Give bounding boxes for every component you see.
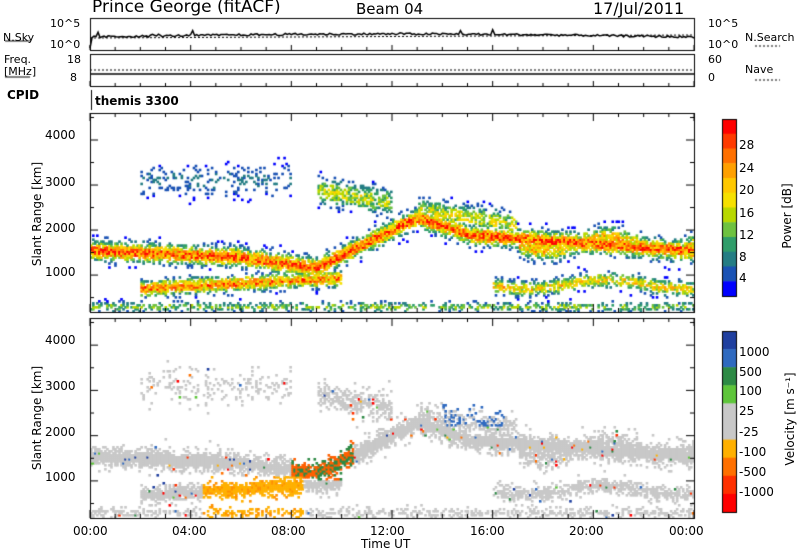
nave-tick-top: 60 xyxy=(708,53,722,66)
xtick-2400: 00:00 xyxy=(669,524,704,538)
power-ylabel: Slant Range [km] xyxy=(30,161,44,267)
power-cbar-tick-4: 4 xyxy=(739,271,747,285)
date-label: 17/Jul/2011 xyxy=(593,0,685,18)
nave-label: Nave xyxy=(745,63,774,76)
vel-cbar-tick-25: 25 xyxy=(739,404,755,418)
velocity-ytick-1000: 1000 xyxy=(45,470,76,484)
nsky-tick-top: 10^5 xyxy=(50,17,81,30)
xtick-1200: 12:00 xyxy=(370,524,405,538)
power-cbar-tick-12: 12 xyxy=(739,228,755,242)
nsearch-tick-bottom: 10^0 xyxy=(708,38,739,51)
xtick-0400: 04:00 xyxy=(172,524,207,538)
beam-label: Beam 04 xyxy=(356,0,424,18)
xtick-0000: 00:00 xyxy=(73,524,108,538)
power-cbar-tick-8: 8 xyxy=(739,250,747,264)
velocity-ytick-3000: 3000 xyxy=(45,379,76,393)
freq-unit-label: [MHz] xyxy=(4,65,37,78)
velocity-ytick-2000: 2000 xyxy=(45,425,76,439)
vel-cbar-tick-neg1000: -1000 xyxy=(739,485,774,499)
power-cbar-tick-16: 16 xyxy=(739,206,755,220)
xtick-0800: 08:00 xyxy=(271,524,306,538)
vel-cbar-tick-1000: 1000 xyxy=(739,345,770,359)
power-ytick-4000: 4000 xyxy=(45,128,76,142)
nsearch-label: N.Search xyxy=(745,31,795,44)
freq-label: Freq. xyxy=(4,53,32,66)
power-ytick-1000: 1000 xyxy=(45,265,76,279)
vel-cbar-tick-neg500: -500 xyxy=(739,465,767,479)
vel-cbar-tick-100: 100 xyxy=(739,384,762,398)
xtick-2000: 20:00 xyxy=(569,524,604,538)
power-ytick-3000: 3000 xyxy=(45,175,76,189)
vel-cbar-tick-neg25: -25 xyxy=(739,425,759,439)
cpid-value: themis 3300 xyxy=(95,94,179,108)
nsky-label: N.Sky xyxy=(3,31,35,44)
power-cbar-tick-24: 24 xyxy=(739,161,755,175)
freq-tick-bottom: 8 xyxy=(70,71,77,84)
cpid-label: CPID xyxy=(7,88,40,102)
vel-cbar-tick-500: 500 xyxy=(739,365,762,379)
nsky-tick-bottom: 10^0 xyxy=(50,38,81,51)
power-cbar-tick-20: 20 xyxy=(739,183,755,197)
power-cbar-label: Power [dB] xyxy=(780,183,794,249)
station-title: Prince George (fitACF) xyxy=(92,0,281,17)
freq-tick-top: 18 xyxy=(67,53,81,66)
velocity-ytick-4000: 4000 xyxy=(45,333,76,347)
power-ytick-2000: 2000 xyxy=(45,221,76,235)
velocity-cbar-label: Velocity [m s⁻¹] xyxy=(783,372,797,466)
xaxis-label: Time UT xyxy=(361,537,411,551)
nsearch-tick-top: 10^5 xyxy=(708,17,739,30)
velocity-ylabel: Slant Range [km] xyxy=(30,365,44,471)
nave-tick-bottom: 0 xyxy=(708,71,715,84)
xtick-1600: 16:00 xyxy=(470,524,505,538)
power-cbar-tick-28: 28 xyxy=(739,138,755,152)
vel-cbar-tick-neg100: -100 xyxy=(739,445,767,459)
